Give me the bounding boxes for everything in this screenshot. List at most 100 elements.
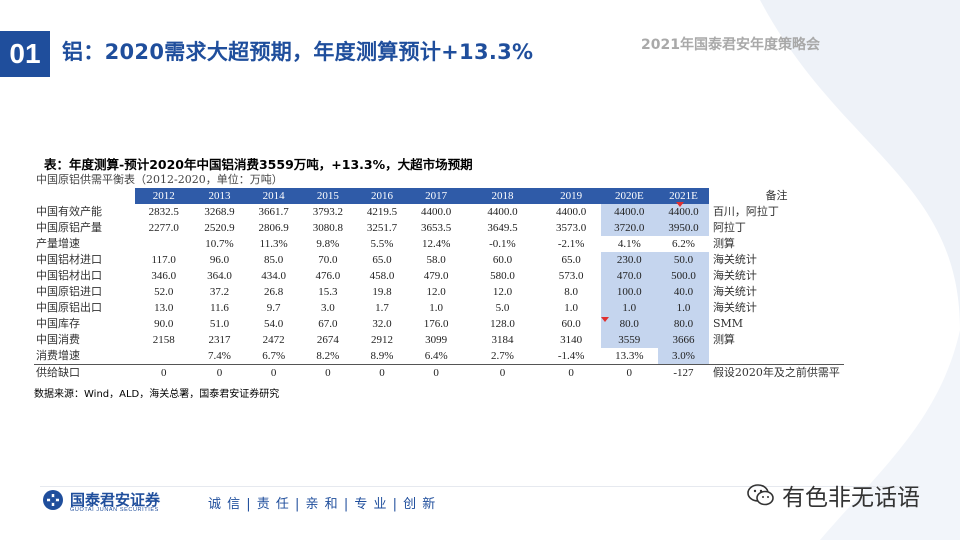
- table-cell: 2.7%: [490, 350, 514, 362]
- row-note: SMM: [712, 317, 743, 330]
- table-cell: 12.0: [492, 286, 513, 298]
- table-cell: 2520.9: [204, 222, 235, 234]
- table-caption: 表：年度测算-预计2020年中国铝消费3559万吨，+13.3%，大超市场预期: [44, 157, 473, 172]
- table-cell: 4400.0: [658, 204, 709, 220]
- table-row: 中国有效产能 2832.5 3268.9 3661.7 3793.2 4219.5 4400…: [34, 204, 844, 220]
- table-cell: 65.0: [561, 254, 581, 266]
- table-cell: 50.0: [658, 252, 709, 268]
- red-marker: [676, 202, 684, 207]
- table-cell: 9.7: [266, 302, 281, 314]
- table-cell: 479.0: [423, 270, 449, 282]
- table-cell: 5.0: [495, 302, 510, 314]
- company-slogan: 诚 信 | 责 任 | 亲 和 | 专 业 | 创 新: [208, 497, 437, 512]
- wechat-icon: [747, 484, 774, 506]
- table-cell: 580.0: [490, 270, 515, 282]
- table-cell: 40.0: [658, 284, 709, 300]
- background-swoosh: [760, 0, 960, 540]
- table-cell: 8.9%: [370, 350, 394, 362]
- column-header: 2015: [300, 188, 355, 204]
- row-note: 测算: [712, 333, 735, 346]
- company-logo-icon: [43, 490, 63, 510]
- table-cell: 19.8: [372, 286, 392, 298]
- table-cell: 4400.0: [555, 206, 587, 218]
- table-cell: 0: [246, 364, 301, 381]
- table-cell: [135, 348, 192, 365]
- table-row: 中国铝材出口 346.0 364.0 434.0 476.0 458.0 479.0 580.…: [34, 268, 844, 284]
- column-header: 2013: [192, 188, 247, 204]
- page-title: 铝：2020需求大超预期，年度测算预计+13.3%: [62, 40, 534, 64]
- column-header: 2021E: [658, 188, 709, 204]
- row-note: 海关统计: [712, 285, 757, 298]
- column-header: 2014: [246, 188, 301, 204]
- column-header: 2020E: [600, 188, 658, 204]
- table-cell: 8.2%: [316, 350, 340, 362]
- table-cell: 3573.0: [555, 222, 587, 234]
- table-cell: -2.1%: [557, 238, 585, 250]
- table-cell: 70.0: [318, 254, 338, 266]
- table-row: 中国库存 90.0 51.0 54.0 67.0 32.0 176.0 128.0 60.0 80…: [34, 316, 844, 332]
- table-cell: 4400.0: [600, 204, 658, 220]
- table-cell: 128.0: [490, 318, 515, 330]
- table-cell: 4.1%: [617, 238, 641, 250]
- table-title: 中国原铝供需平衡表（2012-2020，单位：万吨）: [36, 173, 283, 186]
- table-cell: 346.0: [151, 270, 177, 282]
- table-cell: 0: [409, 364, 464, 381]
- table-row: 中国消费 2158 2317 2472 2674 2912 3099 3184 3140 3559…: [34, 332, 844, 348]
- table-cell: 6.4%: [424, 350, 448, 362]
- slide-number: 01: [0, 31, 50, 77]
- table-cell: 3080.8: [312, 222, 343, 234]
- row-label: 中国原铝进口: [36, 285, 102, 298]
- company-name: 国泰君安证券: [70, 491, 161, 509]
- table-cell: 3793.2: [312, 206, 343, 218]
- table-cell: 3720.0: [600, 220, 658, 236]
- table-cell: 3559: [600, 332, 658, 348]
- table-cell: 26.8: [264, 286, 284, 298]
- table-cell: 2277.0: [148, 222, 179, 234]
- table-cell: 6.7%: [262, 350, 286, 362]
- row-note: 测算: [712, 237, 735, 250]
- table-cell: 3.0: [320, 302, 335, 314]
- table-cell: 476.0: [315, 270, 341, 282]
- table-row: 中国原铝出口 13.0 11.6 9.7 3.0 1.7 1.0 5.0 1.0 1.0 1.0 海关…: [34, 300, 844, 316]
- wechat-account-name: 有色非无话语: [782, 485, 920, 511]
- table-cell: 470.0: [600, 268, 658, 284]
- table-cell: -127: [658, 364, 709, 381]
- table-cell: -1.4%: [557, 350, 585, 362]
- table-cell: 60.0: [561, 318, 581, 330]
- table-cell: 117.0: [151, 254, 176, 266]
- table-cell: 458.0: [369, 270, 395, 282]
- table-cell: 573.0: [558, 270, 584, 282]
- table-cell: 2674: [316, 334, 339, 346]
- balance-table: 2012 2013 2014 2015 2016 2017 2018 2019 2020E 202…: [34, 188, 844, 381]
- table-cell: 2832.5: [148, 206, 179, 218]
- row-note: 百川，阿拉丁: [712, 205, 779, 218]
- table-cell: 1.0: [429, 302, 444, 314]
- table-cell: 11.6: [210, 302, 229, 314]
- column-header: 2012: [135, 188, 193, 204]
- table-cell: 65.0: [372, 254, 392, 266]
- row-label: 中国消费: [36, 333, 80, 346]
- row-note: [709, 348, 844, 365]
- table-cell: 85.0: [264, 254, 284, 266]
- conference-name: 2021年国泰君安年度策略会: [641, 37, 820, 53]
- table-cell: 1.7: [375, 302, 389, 314]
- table-cell: 11.3%: [259, 238, 288, 250]
- supply-demand-table-image: 中国原铝供需平衡表（2012-2020，单位：万吨） 2012 2013 2014 2…: [34, 171, 844, 381]
- table-cell: 3140: [560, 334, 583, 346]
- table-row: 中国原铝产量 2277.0 2520.9 2806.9 3080.8 3251.7 3653…: [34, 220, 844, 236]
- row-label: 中国原铝产量: [36, 221, 102, 234]
- table-cell: 500.0: [658, 268, 709, 284]
- table-cell: 0: [300, 364, 355, 381]
- table-cell: 52.0: [154, 286, 174, 298]
- table-cell: 2912: [371, 334, 393, 346]
- table-cell: 13.0: [154, 302, 174, 314]
- row-note: 假设2020年及之前供需平: [708, 364, 844, 381]
- table-cell: 0: [135, 364, 193, 381]
- table-cell: [135, 236, 192, 252]
- table-row: 供给缺口 0 0 0 0 0 0 0 0 0 -127 假设2020年及之前供需平: [34, 364, 844, 381]
- table-row: 消费增速 7.4% 6.7% 8.2% 8.9% 6.4% 2.7% -1.4% 13.3% 3.…: [34, 348, 844, 365]
- row-label: 供给缺口: [34, 364, 136, 381]
- row-note: 阿拉丁: [712, 221, 746, 234]
- table-cell: 80.0: [600, 316, 658, 332]
- row-label: 产量增速: [36, 237, 80, 250]
